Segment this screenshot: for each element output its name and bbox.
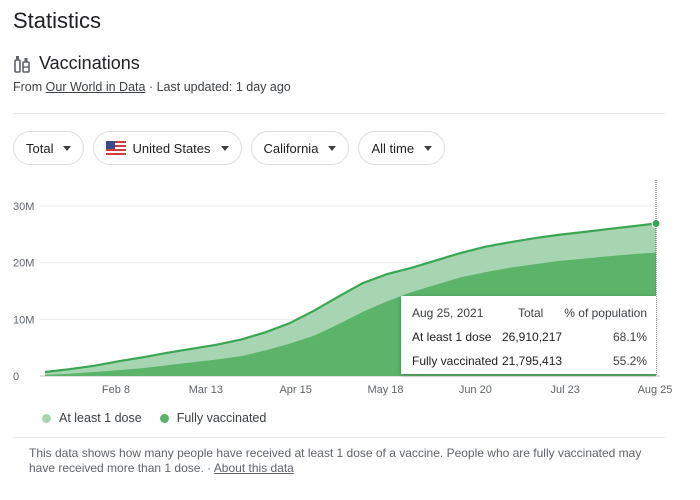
chevron-down-icon [328,145,337,151]
hover-point [651,219,661,229]
chevron-down-icon [63,145,72,151]
divider [13,113,665,114]
legend-label: Fully vaccinated [176,411,267,425]
chart-legend: At least 1 dose Fully vaccinated [42,411,284,425]
legend-item-fully-vaccinated[interactable]: Fully vaccinated [159,411,267,425]
vaccine-icon [14,55,30,73]
data-note: This data shows how many people have rec… [29,446,669,476]
x-tick-label: Jul 23 [550,384,579,396]
note-separator: · [207,461,212,475]
source-prefix: From [13,80,43,94]
legend-item-at-least-1-dose[interactable]: At least 1 dose [42,411,142,425]
series-line-at-least-1-dose [44,222,657,374]
source-link[interactable]: Our World in Data [45,80,146,94]
legend-dot-icon [159,413,169,423]
legend-dot-icon [42,413,51,423]
x-tick-label: Aug 25 [638,384,673,396]
legend-label: At least 1 dose [59,411,142,425]
chart-tooltip: Aug 25, 2021 Total % of population At le… [401,296,656,374]
x-tick-label: May 18 [367,384,403,396]
filter-country[interactable]: United States [93,131,242,165]
tooltip-row-pct: 68.1% [612,330,647,344]
source-updated: · Last updated: 1 day ago [148,80,291,94]
filter-time-label: All time [371,140,415,156]
section-title: Vaccinations [39,53,140,73]
divider [13,437,665,438]
tooltip-row-total: 21,795,413 [502,354,563,368]
tooltip-row-label: Fully vaccinated [412,354,499,368]
tooltip-row-total: 26,910,217 [502,330,563,344]
filter-total-label: Total [26,140,54,156]
tooltip-col-total: Total [518,306,544,320]
y-tick-label: 30M [13,201,34,213]
source-line: From Our World in Data · Last updated: 1… [13,80,291,94]
y-tick-label: 20M [13,258,34,270]
chevron-down-icon [424,145,433,151]
filter-region-label: California [263,140,319,156]
filter-country-label: United States [132,140,211,156]
filter-bar: Total United States California All time [13,131,446,165]
chevron-down-icon [220,145,229,151]
tooltip-row-label: At least 1 dose [412,330,492,344]
tooltip-col-pct: % of population [564,306,647,320]
x-tick-label: Jun 20 [459,384,492,396]
y-tick-label: 0 [13,371,19,383]
tooltip-row-pct: 55.2% [612,354,647,368]
section-header: Vaccinations [13,53,140,74]
about-data-link[interactable]: About this data [213,461,294,475]
y-tick-label: 10M [13,314,34,326]
filter-time[interactable]: All time [358,131,446,165]
tooltip-date: Aug 25, 2021 [412,306,484,320]
x-tick-label: Mar 13 [189,384,223,396]
note-text: This data shows how many people have rec… [29,446,642,475]
x-tick-label: Apr 15 [279,384,311,396]
filter-region[interactable]: California [250,131,350,165]
page-title: Statistics [13,8,102,33]
us-flag-icon [106,141,127,155]
filter-total[interactable]: Total [13,131,85,165]
x-tick-label: Feb 8 [102,384,130,396]
